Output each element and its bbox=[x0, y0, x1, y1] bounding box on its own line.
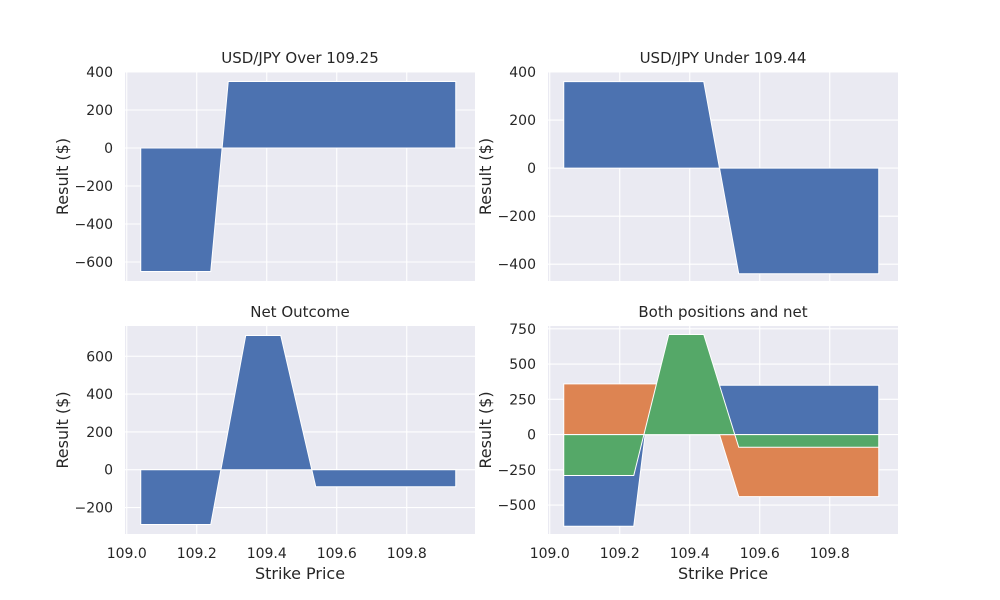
y-tick-label: 250 bbox=[509, 392, 536, 408]
y-tick-label: 200 bbox=[509, 113, 536, 129]
y-axis-label: Result ($) bbox=[476, 391, 495, 468]
x-tick-label: 109.0 bbox=[530, 546, 570, 562]
y-tick-label: −500 bbox=[498, 498, 536, 514]
y-tick-label: −200 bbox=[75, 179, 113, 195]
y-tick-label: 750 bbox=[509, 322, 536, 338]
x-axis-label: Strike Price bbox=[678, 564, 768, 583]
y-tick-label: 400 bbox=[509, 65, 536, 81]
x-tick-label: 109.8 bbox=[810, 546, 850, 562]
y-tick-label: −200 bbox=[498, 209, 536, 225]
chart-title: USD/JPY Over 109.25 bbox=[221, 49, 379, 67]
x-tick-label: 109.0 bbox=[107, 546, 147, 562]
y-axis-label: Result ($) bbox=[53, 391, 72, 468]
y-tick-label: −250 bbox=[498, 463, 536, 479]
y-tick-label: 400 bbox=[86, 65, 113, 81]
x-tick-label: 109.4 bbox=[670, 546, 710, 562]
y-tick-label: 0 bbox=[527, 428, 536, 444]
y-tick-label: −400 bbox=[75, 217, 113, 233]
y-tick-label: 200 bbox=[86, 103, 113, 119]
y-axis-label: Result ($) bbox=[53, 138, 72, 215]
x-tick-label: 109.6 bbox=[740, 546, 780, 562]
y-axis-label: Result ($) bbox=[476, 138, 495, 215]
y-tick-label: 200 bbox=[86, 425, 113, 441]
chart-title: Both positions and net bbox=[638, 303, 807, 321]
x-tick-label: 109.8 bbox=[387, 546, 427, 562]
panel-over: USD/JPY Over 109.25 400 200 0 −200 −400 −600 Re… bbox=[53, 49, 475, 281]
x-tick-label: 109.2 bbox=[600, 546, 640, 562]
y-tick-label: −200 bbox=[75, 501, 113, 517]
chart-title: USD/JPY Under 109.44 bbox=[640, 49, 807, 67]
y-tick-label: 0 bbox=[104, 463, 113, 479]
y-tick-label: 600 bbox=[86, 349, 113, 365]
x-axis-label: Strike Price bbox=[255, 564, 345, 583]
y-tick-label: 500 bbox=[509, 357, 536, 373]
chart-title: Net Outcome bbox=[250, 303, 350, 321]
x-tick-label: 109.4 bbox=[247, 546, 287, 562]
panel-net: Net Outcome 600 400 200 0 −200 109.0 109.2 109.4… bbox=[53, 303, 475, 583]
y-tick-label: −600 bbox=[75, 255, 113, 271]
y-tick-label: 0 bbox=[527, 161, 536, 177]
x-tick-label: 109.6 bbox=[317, 546, 357, 562]
y-tick-label: 400 bbox=[86, 387, 113, 403]
panel-under: USD/JPY Under 109.44 400 200 0 −200 −400 Resul… bbox=[476, 49, 898, 281]
panel-both: Both positions and net 750 500 250 0 −250 −500… bbox=[476, 303, 898, 583]
x-tick-label: 109.2 bbox=[177, 546, 217, 562]
y-tick-label: 0 bbox=[104, 141, 113, 157]
y-tick-label: −400 bbox=[498, 257, 536, 273]
